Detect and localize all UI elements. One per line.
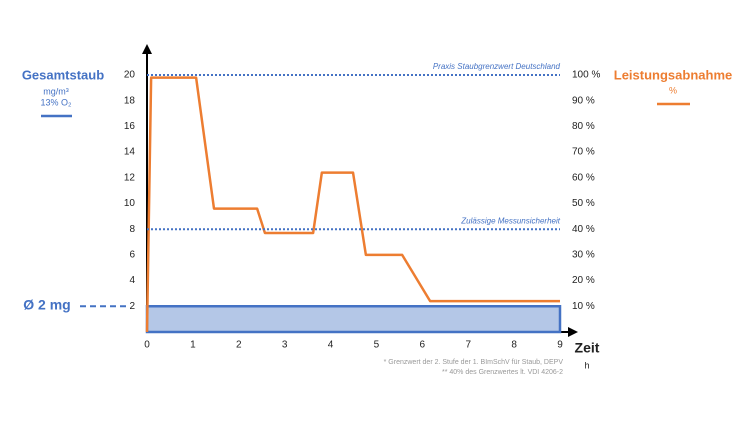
y-tick-label: 18: [124, 95, 136, 106]
y2-tick-label: 30 %: [572, 250, 595, 261]
x-tick-label: 8: [511, 340, 517, 351]
y-tick-label: 12: [124, 172, 136, 183]
y-tick-label: 8: [129, 224, 135, 235]
y2-tick-label: 20 %: [572, 275, 595, 286]
left-legend-title: Gesamtstaub: [22, 67, 104, 82]
area: [145, 305, 562, 334]
reference-label: Praxis Staubgrenzwert Deutschland: [433, 62, 561, 71]
x-axis-arrow: [568, 327, 578, 337]
y2-tick-label: 60 %: [572, 172, 595, 183]
y-tick-label: 2: [129, 301, 135, 312]
y-tick-label: 10: [124, 198, 136, 209]
left-legend-unit: mg/m³: [43, 86, 69, 96]
y2-tick-label: 70 %: [572, 147, 595, 158]
x-tick-label: 5: [374, 340, 380, 351]
x-tick-label: 2: [236, 340, 242, 351]
footnote: ** 40% des Grenzwertes lt. VDI 4206-2: [442, 369, 563, 376]
left-legend-note: 13% O₂: [40, 97, 72, 107]
right-legend-unit: %: [669, 85, 677, 95]
y2-tick-label: 80 %: [572, 121, 595, 132]
y-tick-label: 20: [124, 70, 136, 81]
average-label: Ø 2 mg: [23, 297, 70, 313]
x-tick-label: 0: [144, 340, 150, 351]
y2-tick-label: 10 %: [572, 301, 595, 312]
x-tick-label: 4: [328, 340, 334, 351]
y-axis-arrow: [142, 44, 152, 54]
x-tick-label: 7: [465, 340, 471, 351]
x-tick-label: 1: [190, 340, 196, 351]
y-tick-label: 6: [129, 250, 135, 261]
x-axis-unit: h: [584, 360, 589, 370]
y-tick-label: 14: [124, 147, 136, 158]
x-axis-label: Zeit: [575, 340, 600, 356]
y2-tick-label: 90 %: [572, 95, 595, 106]
x-tick-label: 6: [420, 340, 426, 351]
y2-tick-label: 50 %: [572, 198, 595, 209]
x-tick-label: 9: [557, 340, 563, 351]
line: [145, 76, 560, 333]
right-legend-title: Leistungsabnahme: [614, 67, 732, 82]
y2-tick-label: 40 %: [572, 224, 595, 235]
y-tick-label: 4: [129, 275, 135, 286]
footnote: * Grenzwert der 2. Stufe der 1. BImSchV …: [384, 359, 564, 366]
y2-tick-label: 100 %: [572, 70, 600, 81]
reference-label: Zulässige Messunsicherheit: [460, 216, 560, 225]
x-tick-label: 3: [282, 340, 288, 351]
y-tick-label: 16: [124, 121, 136, 132]
